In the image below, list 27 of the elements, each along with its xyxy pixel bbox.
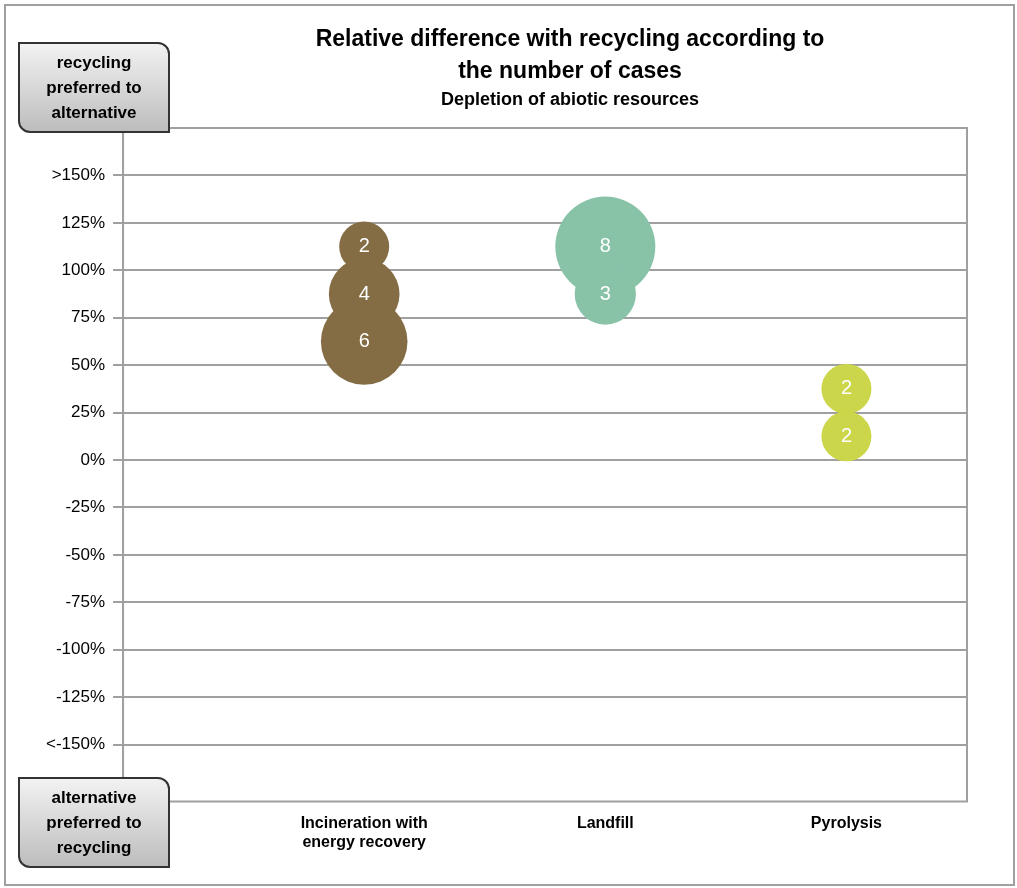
y-tick-label: 100%: [61, 260, 106, 279]
y-tick-label: 50%: [71, 354, 106, 374]
x-tick-label: Incineration with energy recovery: [300, 813, 428, 850]
data-label: 2: [840, 376, 852, 399]
chart-title: Relative difference with recycling according to the number of cases: [315, 24, 825, 85]
y-tick-label: -50%: [65, 544, 106, 564]
data-label: 8: [599, 234, 611, 257]
y-tick-label: 75%: [71, 307, 106, 327]
data-label: 6: [358, 328, 370, 351]
y-tick-label: 125%: [61, 212, 106, 232]
chart-subtitle: Depletion of abiotic resources: [439, 88, 701, 111]
label-box: alternative preferred to recycling: [18, 777, 170, 868]
y-tick-label: -100%: [55, 639, 106, 659]
y-tick-label: -125%: [55, 686, 106, 706]
y-tick-label: 0%: [80, 449, 106, 469]
data-label: 2: [840, 423, 852, 446]
y-tick-label: -75%: [65, 592, 106, 612]
data-label: 3: [599, 281, 611, 304]
x-tick-label: Landfill: [576, 813, 634, 831]
y-tick-label: -25%: [65, 497, 106, 517]
y-tick-label: <-150%: [45, 734, 106, 754]
y-tick-label: 25%: [71, 402, 106, 422]
label-box: recycling preferred to alternative: [18, 42, 170, 133]
data-label: 4: [358, 281, 370, 304]
x-tick-label: Pyrolysis: [810, 813, 883, 831]
data-label: 2: [358, 234, 370, 257]
y-tick-label: >150%: [51, 165, 106, 185]
